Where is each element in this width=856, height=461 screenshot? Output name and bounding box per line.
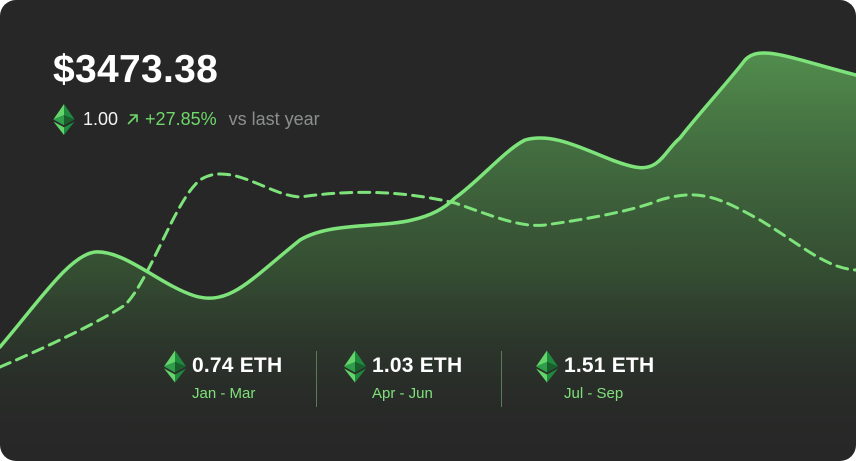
change-percent: +27.85% xyxy=(145,108,217,129)
holdings-amount: 1.00 xyxy=(83,108,119,129)
ethereum-icon xyxy=(344,350,366,382)
arrow-up-right-icon xyxy=(127,114,138,125)
stat-period: Apr - Jun xyxy=(372,385,433,402)
comparison-label: vs last year xyxy=(228,108,320,129)
current-year-line xyxy=(0,51,856,349)
stat-value: 1.03 ETH xyxy=(372,354,463,377)
divider xyxy=(501,351,502,407)
last-year-line xyxy=(0,172,856,369)
quarter-stat: 1.03 ETH Apr - Jun xyxy=(344,347,534,409)
change-row: 1.00 +27.85% vs last year xyxy=(53,103,320,135)
ethereum-icon xyxy=(164,350,186,382)
ethereum-icon xyxy=(536,350,558,382)
stat-period: Jul - Sep xyxy=(564,385,624,402)
quarter-stats: 0.74 ETH Jan - Mar 1.03 ETH Apr - Jun xyxy=(0,347,856,409)
divider xyxy=(316,351,317,407)
current-year-area xyxy=(0,53,856,461)
ethereum-icon xyxy=(53,103,75,135)
quarter-stat: 0.74 ETH Jan - Mar xyxy=(164,347,354,409)
stat-value: 1.51 ETH xyxy=(564,354,655,377)
price-value: $3473.38 xyxy=(53,48,219,91)
quarter-stat: 1.51 ETH Jul - Sep xyxy=(536,347,726,409)
stat-value: 0.74 ETH xyxy=(192,354,283,377)
stat-period: Jan - Mar xyxy=(192,385,256,402)
